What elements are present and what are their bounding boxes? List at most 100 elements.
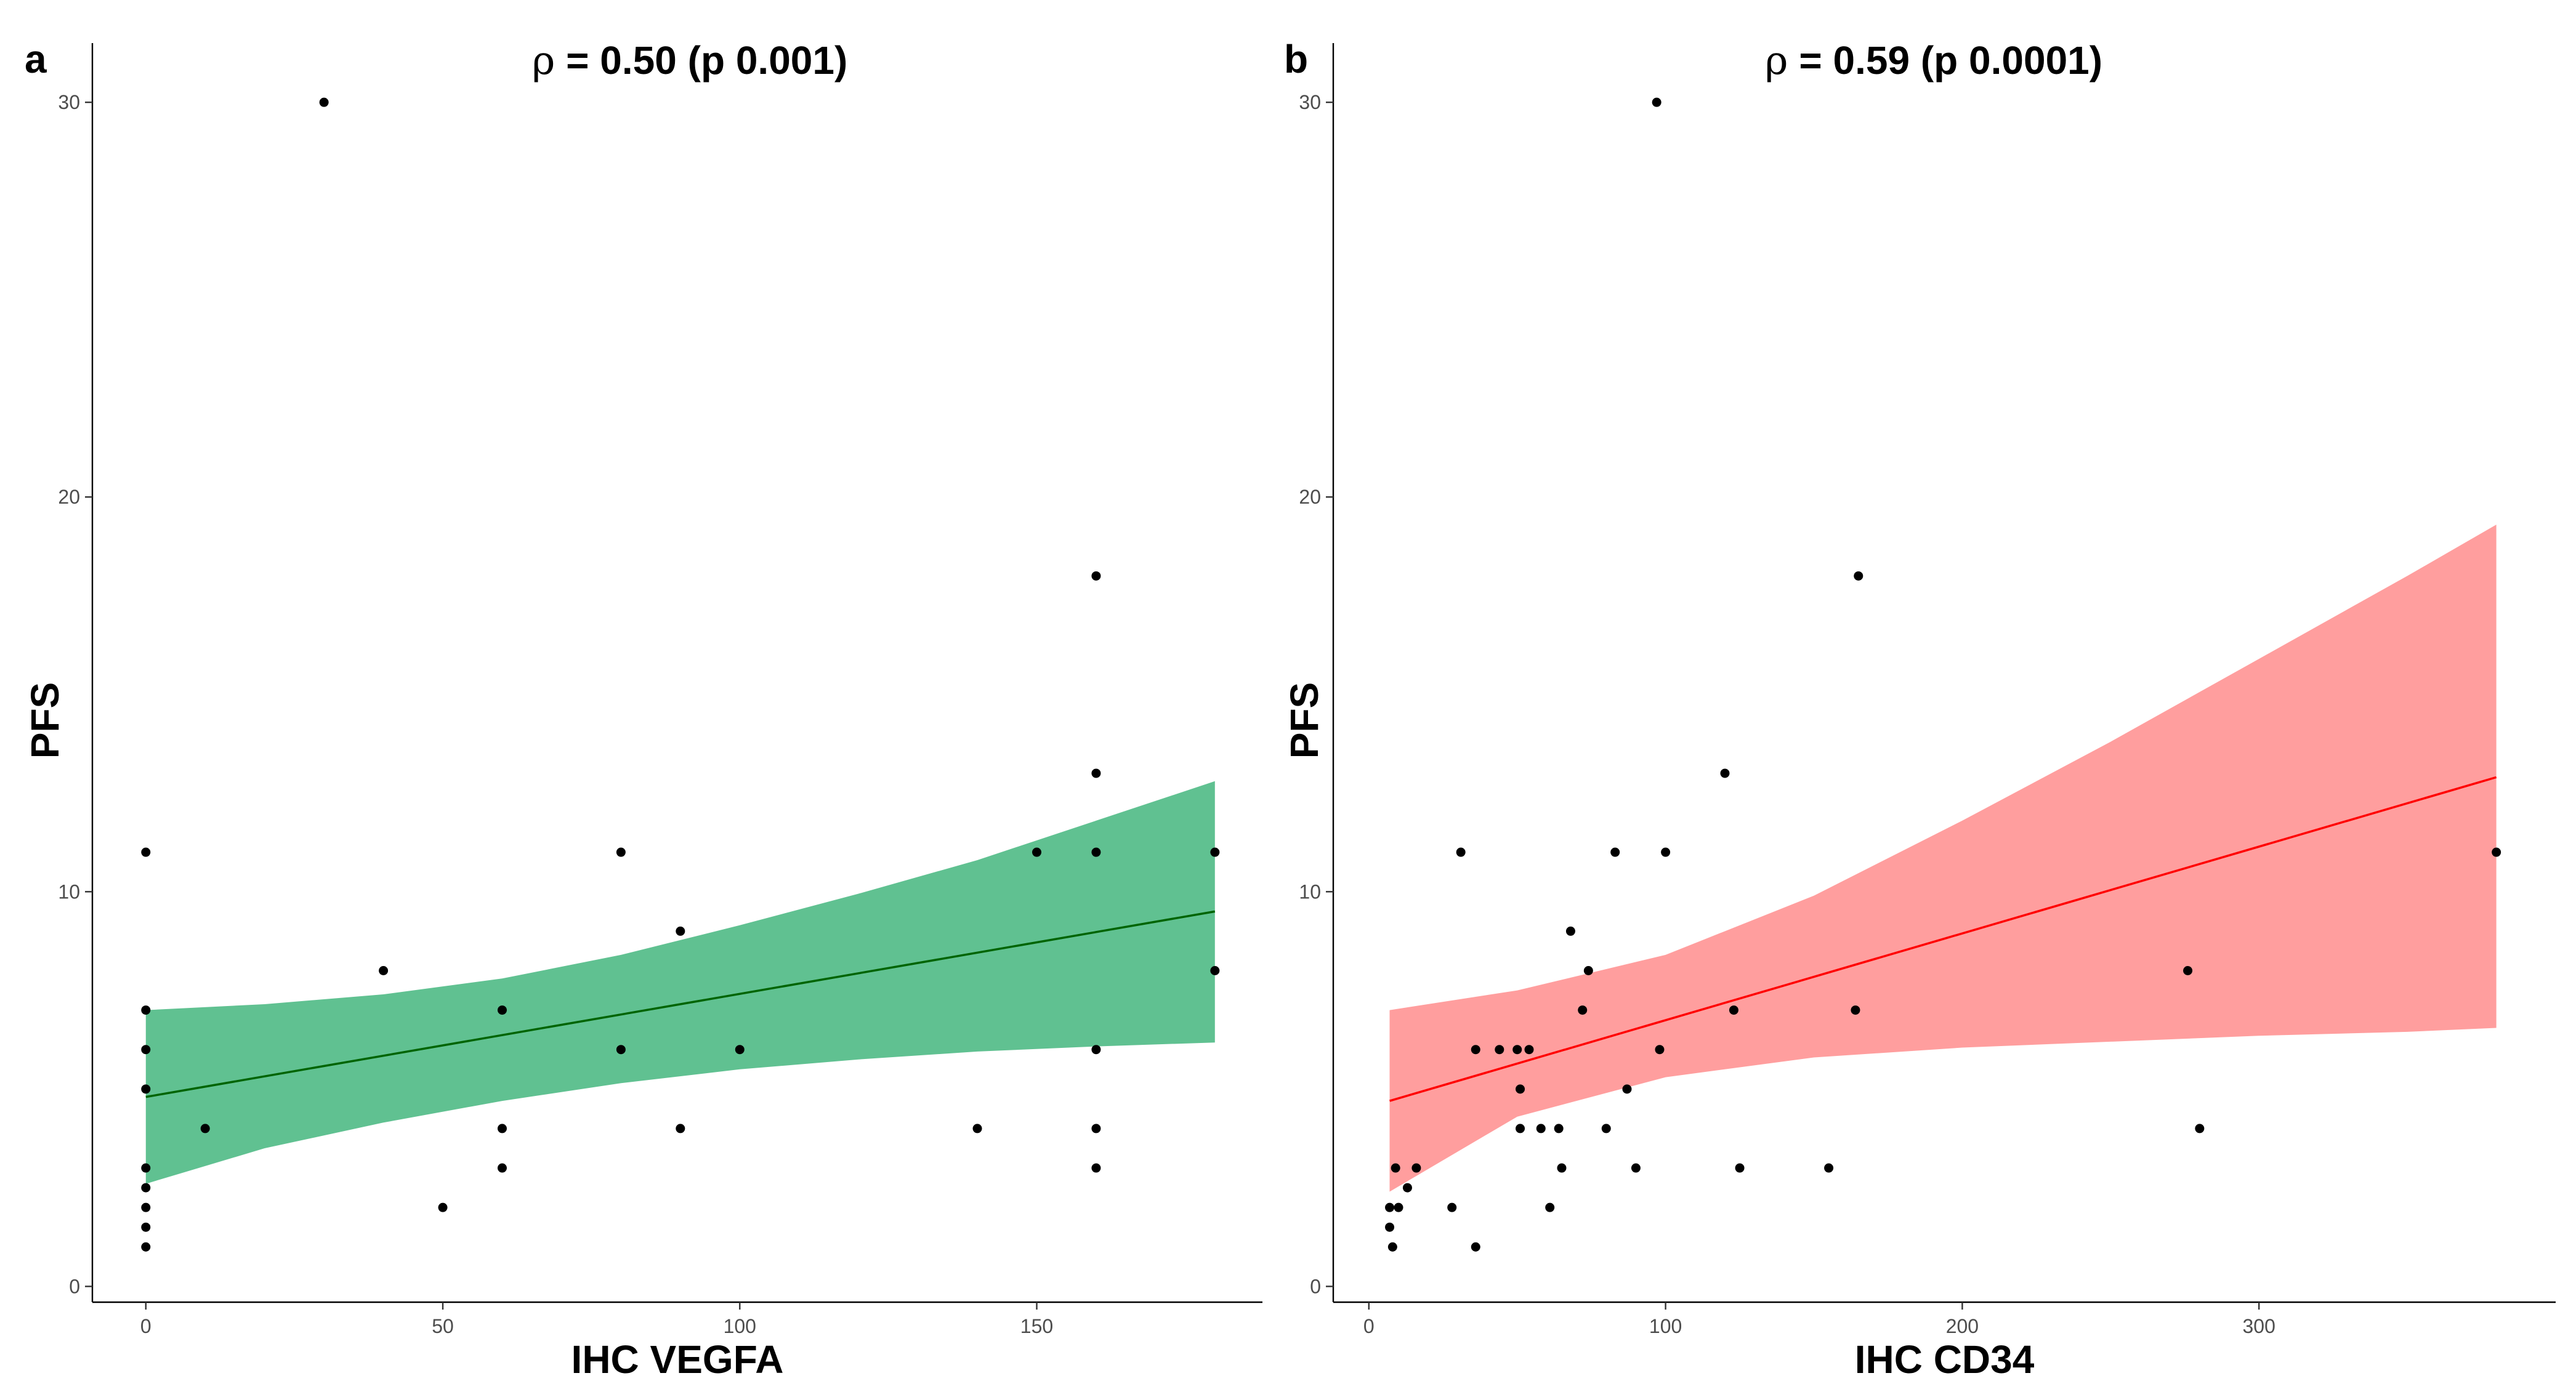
data-point	[1391, 1164, 1400, 1173]
data-point	[1394, 1203, 1403, 1212]
x-tick-label: 150	[1020, 1315, 1053, 1337]
data-point	[1471, 1045, 1480, 1054]
data-point	[1661, 848, 1670, 857]
data-point	[1545, 1203, 1554, 1212]
data-point	[1091, 768, 1100, 778]
data-point	[1652, 98, 1661, 107]
data-point	[1655, 1045, 1664, 1054]
data-point	[1516, 1124, 1525, 1133]
data-point	[141, 1164, 150, 1173]
x-tick-label: 0	[140, 1315, 151, 1337]
data-point	[379, 966, 388, 975]
data-point	[1536, 1124, 1546, 1133]
panel-letter: a	[25, 37, 47, 81]
confidence-band	[146, 781, 1215, 1184]
data-point	[1578, 1005, 1587, 1015]
data-point	[201, 1124, 210, 1133]
x-tick-label: 300	[2243, 1315, 2275, 1337]
data-point	[141, 1005, 150, 1015]
data-point	[1851, 1005, 1860, 1015]
data-point	[141, 1183, 150, 1193]
title-statistic: = 0.50 (p 0.001)	[555, 38, 847, 83]
y-tick-label: 20	[58, 486, 80, 508]
data-point	[1516, 1084, 1525, 1093]
data-point	[1584, 966, 1593, 975]
data-point	[1524, 1045, 1533, 1054]
rho-symbol: ρ	[532, 38, 555, 84]
data-point	[616, 1045, 626, 1054]
y-tick-label: 0	[69, 1275, 80, 1297]
panel-a: 0 10 20 30 0 50 100 150 a ρ = 0.50 (p 0.001) IHC V…	[23, 37, 1262, 1382]
data-point	[1388, 1242, 1397, 1252]
x-axis-label: IHC VEGFA	[571, 1337, 784, 1382]
data-point	[141, 1045, 150, 1054]
data-point	[2492, 848, 2501, 857]
title-statistic: = 0.59 (p 0.0001)	[1788, 38, 2103, 83]
data-point	[1566, 927, 1575, 936]
data-point	[438, 1203, 448, 1212]
data-point	[1385, 1203, 1394, 1212]
data-point	[141, 848, 150, 857]
data-point	[1032, 848, 1041, 857]
data-point	[973, 1124, 982, 1133]
y-tick-label: 10	[1299, 880, 1321, 903]
x-tick-label: 50	[432, 1315, 454, 1337]
data-point	[141, 1223, 150, 1232]
data-point	[616, 848, 626, 857]
data-point	[498, 1124, 507, 1133]
data-point	[1729, 1005, 1738, 1015]
x-axis-label: IHC CD34	[1855, 1337, 2035, 1382]
chart-title: ρ = 0.59 (p 0.0001)	[1765, 38, 2102, 84]
data-point	[1456, 848, 1466, 857]
data-point	[141, 1203, 150, 1212]
data-point	[1210, 848, 1219, 857]
x-tick-label: 200	[1946, 1315, 1979, 1337]
data-point	[2195, 1124, 2204, 1133]
y-tick-label: 0	[1310, 1275, 1321, 1297]
confidence-band	[1390, 525, 2497, 1191]
y-tick-label: 30	[1299, 91, 1321, 113]
data-point	[676, 927, 685, 936]
y-tick-label: 20	[1299, 486, 1321, 508]
data-point	[141, 1084, 150, 1093]
y-tick-label: 30	[58, 91, 80, 113]
chart-title: ρ = 0.50 (p 0.001)	[532, 38, 848, 84]
data-point	[1824, 1164, 1833, 1173]
figure: 01020300 50 100 150a ρ = 0.50 (p 0.001)IHC V…	[0, 0, 2576, 1389]
y-axis-label: PFS	[1282, 682, 1326, 759]
x-tick-label: 0	[1363, 1315, 1375, 1337]
data-point	[1512, 1045, 1522, 1054]
data-point	[1602, 1124, 1611, 1133]
data-point	[1495, 1045, 1504, 1054]
data-point	[2183, 966, 2192, 975]
rho-symbol: ρ	[1765, 38, 1788, 84]
data-point	[498, 1164, 507, 1173]
data-point	[1610, 848, 1620, 857]
data-point	[1091, 1045, 1100, 1054]
data-point	[498, 1005, 507, 1015]
data-point	[1091, 571, 1100, 581]
data-point	[1631, 1164, 1641, 1173]
data-point	[141, 1242, 150, 1252]
data-point	[1411, 1164, 1421, 1173]
data-point	[1385, 1223, 1394, 1232]
data-point	[1210, 966, 1219, 975]
data-point	[320, 98, 329, 107]
data-point	[1091, 1164, 1100, 1173]
data-point	[1447, 1203, 1456, 1212]
y-axis-label: PFS	[23, 682, 67, 759]
panel-letter: b	[1284, 37, 1308, 81]
data-point	[1091, 1124, 1100, 1133]
data-point	[1471, 1242, 1480, 1252]
data-point	[735, 1045, 745, 1054]
data-point	[1557, 1164, 1566, 1173]
data-point	[1854, 571, 1863, 581]
data-point	[1091, 848, 1100, 857]
data-point	[1622, 1084, 1631, 1093]
y-tick-label: 10	[58, 880, 80, 903]
data-point	[676, 1124, 685, 1133]
data-point	[1554, 1124, 1564, 1133]
data-point	[1735, 1164, 1745, 1173]
x-tick-label: 100	[1649, 1315, 1682, 1337]
